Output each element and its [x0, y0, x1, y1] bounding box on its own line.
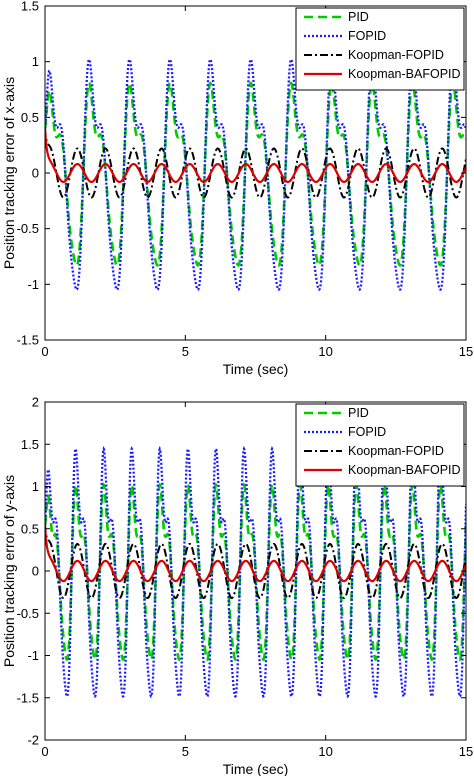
chart-panel-x: 0 5 10 15 -1.5 -1 -0.5 0 0.5 1 1.5 Time (sec) Positi…	[1, 0, 473, 377]
x-tick-label: 10	[318, 344, 332, 359]
y-tick-label: -1	[27, 277, 39, 292]
series-line-koopman-fopid	[45, 524, 466, 600]
x-tick-label: 5	[182, 744, 189, 759]
legend-label: Koopman-BAFOPID	[348, 463, 461, 477]
series-line-koopman-bafopid	[45, 524, 466, 583]
legend-label: PID	[348, 406, 369, 420]
y-tick-label: 0.5	[21, 110, 39, 125]
y-tick-label: 1	[32, 479, 39, 494]
y-tick-label: -2	[27, 733, 39, 748]
x-axis-label: Time (sec)	[223, 361, 289, 377]
legend-label: FOPID	[348, 29, 386, 43]
y-tick-label: -0.5	[17, 221, 39, 236]
x-tick-label: 15	[459, 344, 473, 359]
legend-label: Koopman-FOPID	[348, 48, 444, 62]
x-tick-label: 5	[182, 344, 189, 359]
y-axis-label: Position tracking error of y-axis	[1, 475, 17, 667]
y-tick-label: -1.5	[17, 333, 39, 348]
y-tick-label: -1.5	[17, 690, 39, 705]
series-line-pid	[45, 81, 466, 267]
series-line-fopid	[45, 446, 466, 699]
x-axis-label: Time (sec)	[223, 761, 289, 776]
x-tick-label: 15	[459, 744, 473, 759]
chart-panel-y: 0 5 10 15 -2 -1.5 -1 -0.5 0 0.5 1 1.5 2 Time (sec) Pos…	[1, 395, 473, 776]
y-axis-label: Position tracking error of x-axis	[1, 77, 17, 269]
series-line-koopman-bafopid	[45, 128, 466, 183]
y-tick-label: 0	[32, 564, 39, 579]
y-tick-label: 1.5	[21, 0, 39, 14]
y-tick-label: 0.5	[21, 521, 39, 536]
x-tick-label: 10	[318, 744, 332, 759]
legend-label: Koopman-FOPID	[348, 444, 444, 458]
x-tick-label: 0	[41, 744, 48, 759]
legend-label: FOPID	[348, 425, 386, 439]
x-tick-label: 0	[41, 344, 48, 359]
legend-label: Koopman-BAFOPID	[348, 67, 461, 81]
legend-box	[295, 403, 465, 487]
series-line-pid	[45, 482, 466, 662]
legend-box	[295, 7, 465, 91]
series-line-koopman-fopid	[45, 128, 466, 199]
series-group	[45, 446, 466, 699]
legend-label: PID	[348, 10, 369, 24]
y-tick-label: -1	[27, 648, 39, 663]
y-tick-label: 0	[32, 166, 39, 181]
series-group	[45, 57, 466, 291]
y-tick-label: -0.5	[17, 606, 39, 621]
y-tick-label: 1	[32, 54, 39, 69]
series-line-fopid	[45, 57, 466, 291]
y-tick-label: 1.5	[21, 437, 39, 452]
y-tick-label: 2	[32, 395, 39, 410]
